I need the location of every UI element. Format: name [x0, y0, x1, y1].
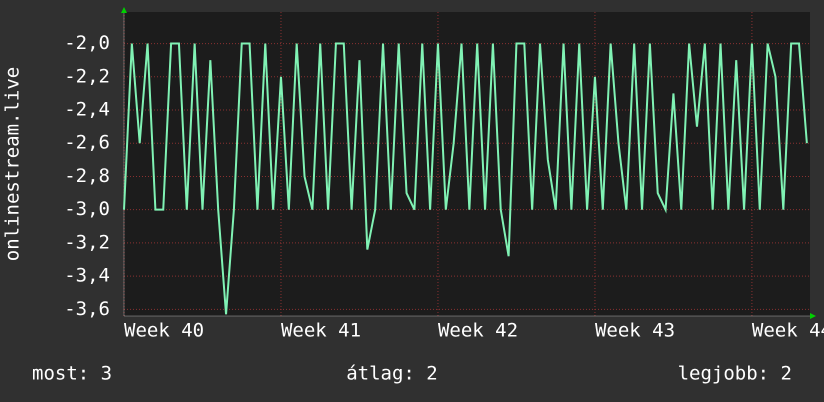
x-tick-label: Week 43 [595, 320, 675, 342]
x-tick-label: Week 40 [124, 320, 204, 342]
y-tick-label: -3,4 [64, 265, 110, 287]
y-tick-label: -2,6 [64, 132, 110, 154]
y-tick-label: -3,6 [64, 298, 110, 320]
y-tick-label: -3,0 [64, 198, 110, 220]
y-axis-label: onlinestream.live [2, 67, 24, 261]
x-tick-label: Week 42 [438, 320, 518, 342]
stat-best: legjobb: 2 [678, 363, 792, 385]
x-tick-label: Week 44 [752, 320, 824, 342]
axis-arrow [810, 313, 816, 319]
axis-arrow [121, 7, 127, 13]
stat-average: átlag: 2 [346, 363, 438, 385]
x-tick-label: Week 41 [281, 320, 361, 342]
stat-current: most: 3 [32, 363, 112, 385]
y-tick-label: -2,2 [64, 65, 110, 87]
y-tick-label: -2,8 [64, 165, 110, 187]
y-tick-label: -2,0 [64, 32, 110, 54]
y-tick-label: -2,4 [64, 99, 110, 121]
series-line [123, 42, 808, 315]
y-tick-label: -3,2 [64, 231, 110, 253]
